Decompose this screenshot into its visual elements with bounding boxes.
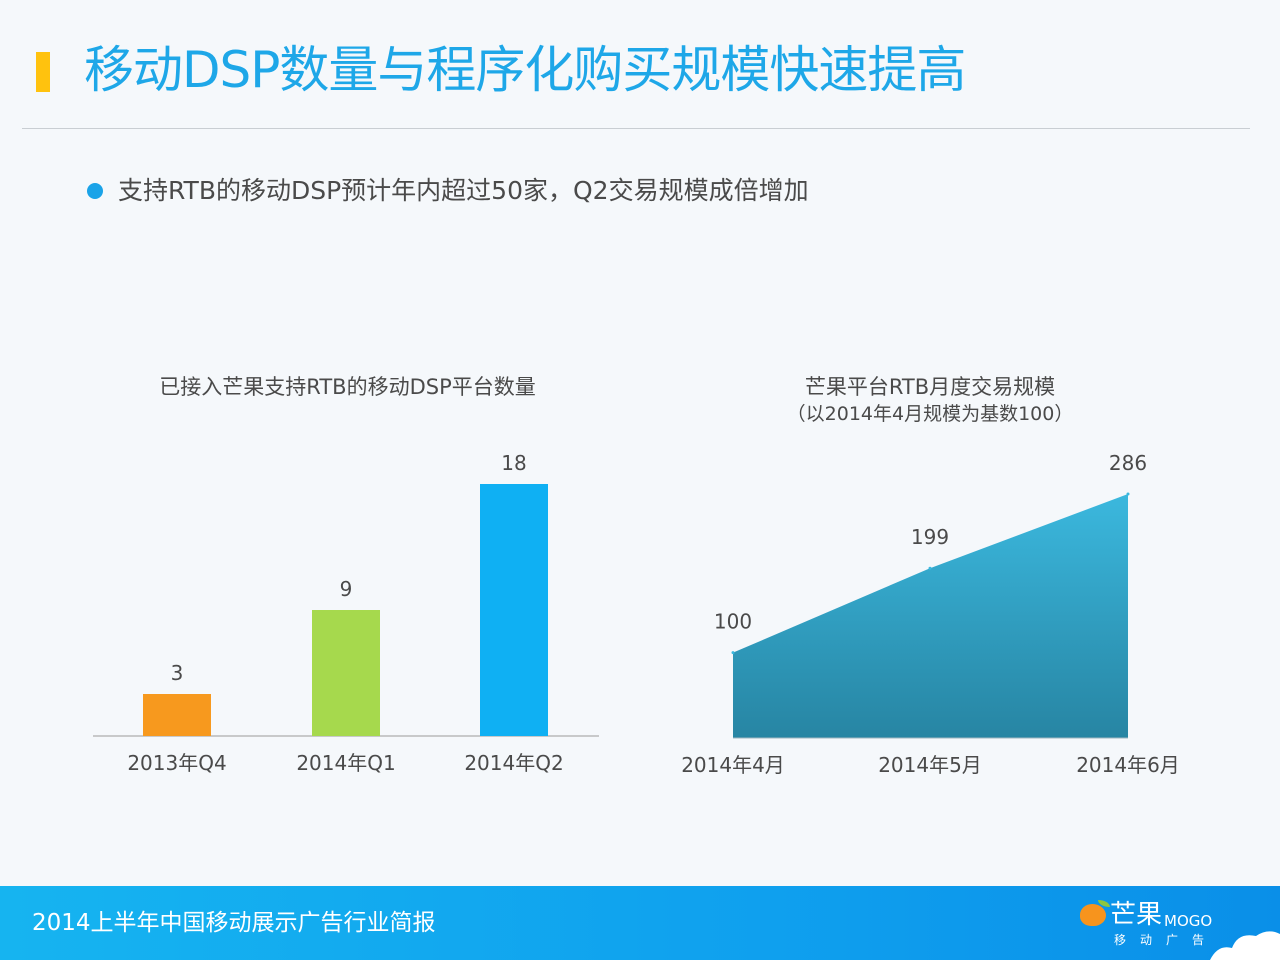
title-divider [22, 128, 1250, 129]
area-value-label-1: 199 [911, 525, 949, 549]
page-title: 移动DSP数量与程序化购买规模快速提高 [84, 41, 966, 99]
area-point-1 [928, 566, 932, 570]
mango-logo-icon [1080, 904, 1106, 926]
area-point-0 [731, 651, 735, 655]
area-point-2 [1126, 492, 1130, 496]
bar-1 [312, 610, 380, 736]
bullet-dot-icon [87, 183, 103, 199]
logo-cn-text: 芒果 [1110, 900, 1163, 930]
area-series [733, 494, 1128, 738]
footer-report-title: 2014上半年中国移动展示广告行业简报 [32, 910, 436, 936]
bar-value-label-2: 18 [501, 451, 526, 475]
logo-sub-text: 移动广告 [1114, 933, 1219, 947]
x-tick-label-1: 2014年Q1 [296, 751, 395, 775]
bar-value-label-1: 9 [340, 577, 353, 601]
area-chart-subtitle: （以2014年4月规模为基数100） [786, 403, 1074, 425]
area-value-label-2: 286 [1109, 451, 1147, 475]
leaf-logo-icon [1098, 900, 1110, 907]
x-tick-label-2: 2014年6月 [1076, 753, 1180, 777]
cloud-decoration-icon [1210, 931, 1280, 960]
title-accent-bar [36, 52, 50, 92]
footer-bar: 2014上半年中国移动展示广告行业简报 芒果 MOGO 移动广告 [0, 886, 1280, 960]
bar-2 [480, 484, 548, 736]
x-tick-label-2: 2014年Q2 [464, 751, 563, 775]
area-value-label-0: 100 [714, 610, 752, 634]
mogo-logo: 芒果 MOGO 移动广告 [1078, 900, 1228, 952]
bar-chart: 3 2013年Q4 9 2014年Q1 18 2014年Q2 [93, 451, 599, 775]
bullet-text: 支持RTB的移动DSP预计年内超过50家，Q2交易规模成倍增加 [118, 176, 809, 205]
bar-value-label-0: 3 [171, 661, 184, 685]
logo-en-text: MOGO [1164, 912, 1213, 930]
bar-0 [143, 694, 211, 736]
bar-chart-title: 已接入芒果支持RTB的移动DSP平台数量 [159, 375, 536, 399]
x-tick-label-1: 2014年5月 [878, 753, 982, 777]
x-tick-label-0: 2014年4月 [681, 753, 785, 777]
x-tick-label-0: 2013年Q4 [127, 751, 226, 775]
area-chart-title: 芒果平台RTB月度交易规模 [804, 375, 1056, 399]
area-chart: 100 2014年4月 199 2014年5月 286 2014年6月 [681, 451, 1180, 777]
